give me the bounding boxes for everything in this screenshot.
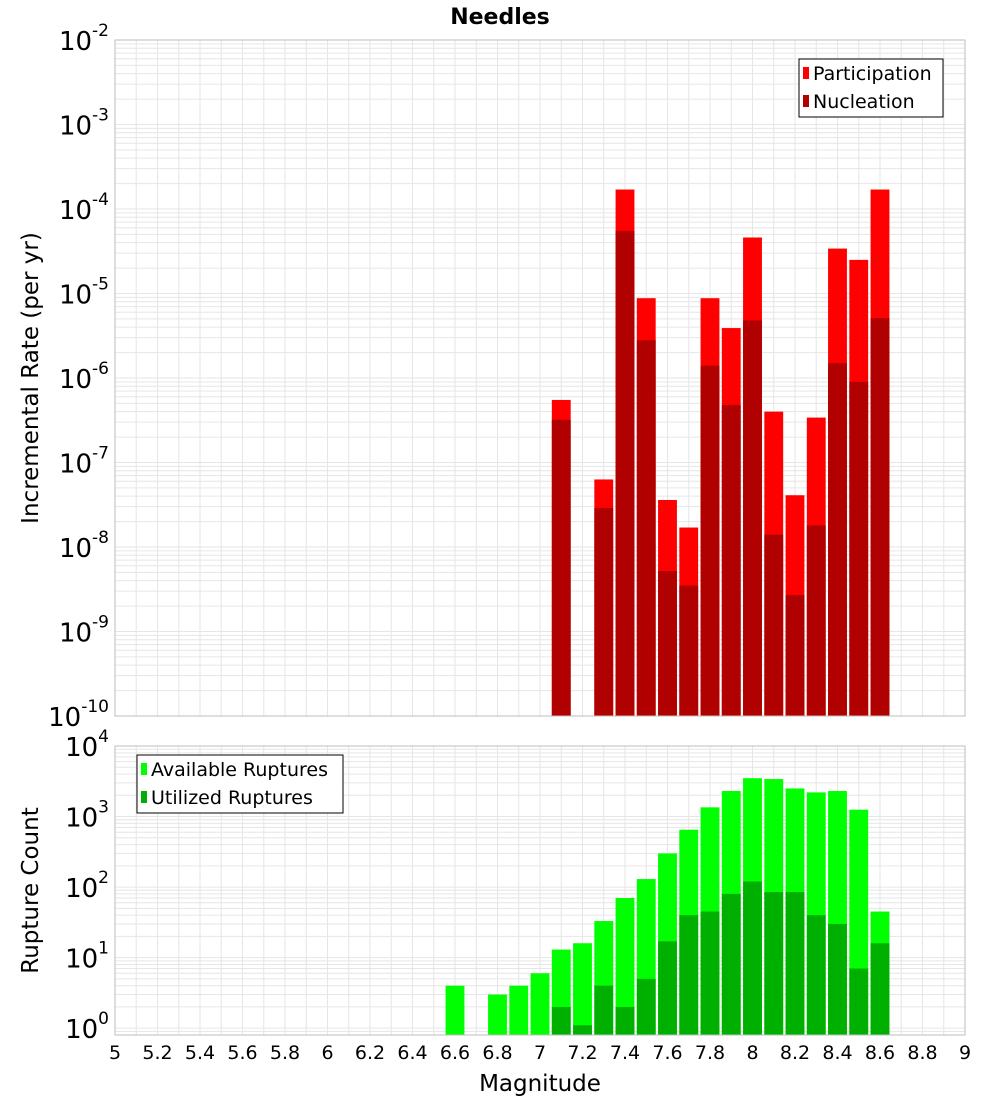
bar [636, 978, 656, 1035]
bar [658, 941, 677, 1035]
x-tick-label: 8 [746, 1042, 758, 1064]
y-tick-label: 10-4 [59, 190, 109, 226]
x-tick-label: 7.4 [610, 1042, 640, 1064]
legend-swatch [141, 791, 147, 803]
y-tick-label: 100 [65, 1009, 109, 1045]
x-tick-label: 6.4 [397, 1042, 427, 1064]
bar [721, 404, 741, 716]
legend-box [136, 754, 344, 814]
bar [806, 915, 826, 1035]
y-tick-label: 102 [65, 868, 109, 904]
y-tick-label: 101 [65, 939, 109, 975]
x-tick-label: 5.2 [142, 1042, 172, 1064]
bar [551, 1006, 571, 1035]
x-tick-label: 7 [534, 1042, 546, 1064]
y-axis-title: Incremental Rate (per yr) [18, 232, 44, 524]
panel-2: 100 101 102 103 104 Rupture Count Available Ru… [18, 727, 966, 1045]
legend-swatch [803, 95, 809, 107]
plot-frame [114, 745, 966, 1036]
bar [594, 507, 614, 716]
bar [509, 985, 529, 1035]
y-tick-label: 10-7 [59, 444, 109, 480]
x-tick-label: 6.2 [355, 1042, 385, 1064]
x-tick-label: 7.6 [652, 1042, 682, 1064]
legend: Available Ruptures Utilized Ruptures [136, 754, 344, 814]
legend-entry: Utilized Ruptures [151, 787, 313, 809]
x-tick-label: 6 [321, 1042, 333, 1064]
legend-entry: Available Ruptures [151, 759, 328, 781]
bar [743, 320, 762, 716]
bar [658, 570, 677, 716]
legend-swatch [803, 67, 809, 79]
bar [700, 365, 720, 716]
series-utilized-ruptures [551, 881, 890, 1035]
x-tick-label: 5 [109, 1042, 121, 1064]
y-tick-label: 10-5 [59, 275, 109, 311]
legend-swatch [141, 763, 147, 775]
y-tick-labels: 10-10 10-9 10-8 10-7 10-6 10-5 10-4 10-3 10-2 [48, 21, 109, 733]
series-nucleation [551, 230, 890, 717]
bar [615, 230, 635, 717]
bar [573, 943, 592, 1035]
bar [636, 340, 656, 716]
bar [785, 892, 805, 1035]
bar [764, 534, 784, 716]
bar [828, 363, 847, 716]
bar [849, 381, 869, 716]
x-tick-labels: 5 5.2 5.4 5.6 5.8 6 6.2 6.4 6.6 6.8 7 7.2 7.4 7.6 7.8 8… [109, 1042, 971, 1064]
bar [615, 1006, 635, 1035]
x-tick-label: 8.8 [907, 1042, 937, 1064]
bar [530, 973, 550, 1035]
bar [445, 985, 465, 1035]
y-tick-label: 10-9 [59, 613, 109, 649]
bar [573, 1025, 592, 1035]
bar [870, 943, 890, 1035]
bar [679, 915, 699, 1035]
bar [785, 595, 805, 716]
bar [700, 911, 720, 1035]
y-tick-labels: 100 101 102 103 104 [65, 727, 109, 1045]
bar [806, 525, 826, 716]
chart-title: Needles [450, 5, 550, 30]
y-tick-label: 10-3 [59, 106, 109, 142]
y-tick-label: 104 [65, 727, 109, 763]
x-tick-label: 7.8 [695, 1042, 725, 1064]
bar [679, 585, 699, 716]
y-axis-title: Rupture Count [18, 807, 44, 973]
legend-entry: Nucleation [813, 91, 915, 113]
x-tick-label: 8.4 [822, 1042, 852, 1064]
bar [551, 419, 571, 716]
x-tick-label: 9 [959, 1042, 971, 1064]
y-tick-label: 10-10 [48, 697, 109, 733]
x-tick-label: 8.6 [865, 1042, 895, 1064]
panel-1: 10-10 10-9 10-8 10-7 10-6 10-5 10-4 10-3 10-2 Inc… [18, 21, 966, 733]
plot-frame [114, 39, 966, 717]
x-tick-label: 5.8 [270, 1042, 300, 1064]
x-tick-label: 8.2 [780, 1042, 810, 1064]
x-tick-label: 7.2 [567, 1042, 597, 1064]
y-tick-label: 10-8 [59, 528, 109, 564]
bar [615, 898, 635, 1035]
legend: Participation Nucleation [798, 58, 944, 118]
y-tick-label: 10-2 [59, 21, 109, 57]
bar [743, 881, 762, 1035]
bar [764, 892, 784, 1035]
bar [721, 893, 741, 1035]
legend-box [798, 58, 944, 118]
bar [828, 923, 847, 1035]
y-tick-label: 10-6 [59, 359, 109, 395]
x-tick-label: 6.6 [440, 1042, 470, 1064]
x-tick-label: 5.6 [227, 1042, 257, 1064]
bar [594, 985, 614, 1035]
x-tick-label: 6.8 [482, 1042, 512, 1064]
x-tick-label: 5.4 [185, 1042, 215, 1064]
x-axis-title: Magnitude [479, 1071, 601, 1097]
legend-entry: Participation [813, 63, 932, 85]
bar [849, 968, 869, 1035]
y-tick-label: 103 [65, 798, 109, 834]
bar [870, 318, 890, 716]
bar [488, 994, 507, 1035]
